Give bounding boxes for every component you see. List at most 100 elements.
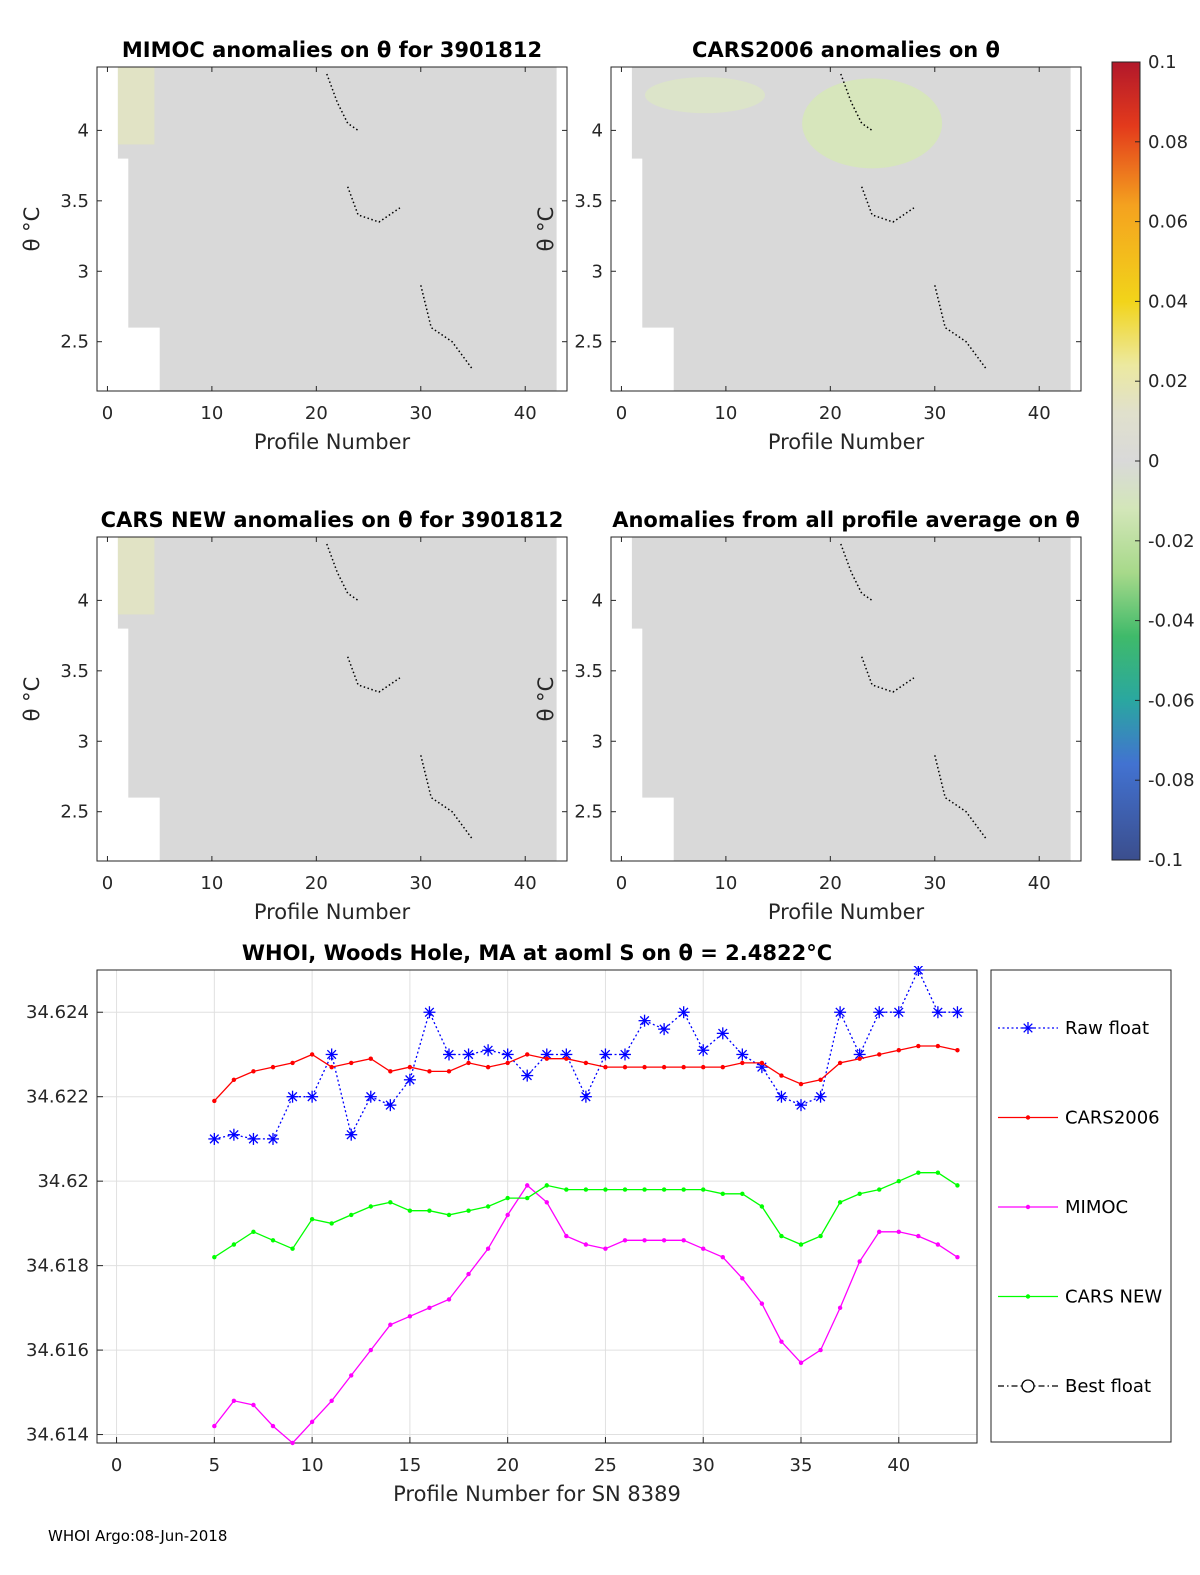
legend-marker — [1023, 1023, 1033, 1033]
series-point — [916, 1043, 921, 1049]
x-tick-label: 0 — [102, 403, 113, 424]
series-point — [309, 1419, 315, 1425]
y-tick-label: 2.5 — [60, 802, 89, 823]
series-point — [388, 1200, 393, 1205]
raw-float-point — [579, 1090, 592, 1103]
x-tick-label: 40 — [887, 1455, 910, 1476]
x-tick-label: 0 — [616, 873, 627, 894]
anomaly-field — [631, 537, 1071, 861]
series-point — [642, 1187, 647, 1192]
series-point — [290, 1440, 295, 1446]
series-point — [525, 1052, 530, 1057]
series-point — [798, 1081, 804, 1087]
x-tick-label: 5 — [209, 1455, 220, 1476]
series-point — [564, 1056, 569, 1061]
raw-float-point — [403, 1073, 416, 1086]
series-point — [564, 1233, 569, 1239]
raw-float-point — [599, 1048, 612, 1061]
y-tick-label: 3 — [78, 261, 89, 282]
series-point — [642, 1064, 647, 1070]
x-tick-label: 40 — [514, 873, 537, 894]
series-point — [837, 1200, 843, 1205]
x-tick-label: 30 — [409, 403, 432, 424]
series-point — [388, 1069, 393, 1074]
series-point — [251, 1229, 256, 1235]
x-tick-label: 10 — [200, 403, 223, 424]
raw-float-point — [540, 1048, 553, 1061]
series-point — [485, 1246, 491, 1251]
raw-float-point — [658, 1023, 671, 1036]
x-tick-label: 20 — [819, 873, 842, 894]
series-point — [329, 1221, 334, 1226]
heatmap-panel-3: 0 10 20 30 40 2.5 3 3.5 4 CARS NEW anomalies on θ… — [20, 508, 568, 924]
x-tick-label: 0 — [111, 1455, 122, 1476]
series-point — [955, 1048, 960, 1053]
series-point — [231, 1398, 237, 1403]
series-point — [916, 1170, 921, 1175]
series-point — [759, 1060, 765, 1066]
panel-title: Anomalies from all profile average on θ — [612, 508, 1080, 532]
series-point — [818, 1233, 823, 1239]
series-point — [759, 1301, 765, 1306]
series-point — [622, 1064, 628, 1070]
series-point — [935, 1242, 941, 1247]
series-point — [466, 1208, 471, 1213]
series-point — [583, 1187, 589, 1192]
legend-marker — [1025, 1204, 1031, 1210]
x-axis-label: Profile Number — [254, 900, 411, 924]
series-point — [212, 1254, 217, 1260]
series-point — [290, 1060, 295, 1066]
colorbar-tick-label: 0.1 — [1148, 52, 1177, 73]
series-group — [208, 966, 964, 1446]
series-point — [603, 1246, 608, 1251]
series-point — [407, 1314, 413, 1319]
colorbar-tick-label: 0.02 — [1148, 371, 1188, 392]
raw-float-point — [736, 1048, 749, 1061]
raw-float-point — [677, 1006, 690, 1019]
series-point — [251, 1402, 256, 1408]
contour-line — [346, 186, 401, 223]
colorbar: 0.1 0.08 0.06 0.04 0.02 0 -0.02 -0.04 -0.06 -0.08… — [1111, 52, 1195, 871]
x-axis-label: Profile Number — [768, 430, 925, 454]
colorbar-tick-label: 0.04 — [1148, 291, 1188, 312]
contour-line — [934, 755, 988, 841]
series-point — [740, 1191, 745, 1197]
raw-float-point — [482, 1044, 495, 1057]
series-point — [349, 1212, 354, 1218]
contour-line — [346, 656, 401, 693]
raw-float-point — [345, 1128, 358, 1141]
chart-title: WHOI, Woods Hole, MA at aoml S on θ = 2.… — [242, 941, 832, 965]
x-tick-label: 10 — [714, 873, 737, 894]
series-point — [270, 1423, 276, 1429]
x-tick-label: 35 — [790, 1455, 813, 1476]
y-tick-label: 3.5 — [574, 661, 603, 682]
series-point — [622, 1238, 628, 1243]
colorbar-tick-label: 0.06 — [1148, 212, 1188, 233]
raw-float-point — [325, 1048, 338, 1061]
raw-float-point — [795, 1099, 807, 1112]
positive-anomaly-patch — [645, 77, 765, 114]
y-tick-label: 3 — [592, 731, 603, 752]
plot-area — [97, 970, 977, 1443]
series-point — [349, 1060, 354, 1066]
raw-float-point — [931, 1006, 944, 1019]
heatmap-panel-2: 0 10 20 30 40 2.5 3 3.5 4 CARS2006 anomalies on θ… — [534, 38, 1082, 454]
footer-text: WHOI Argo:08-Jun-2018 — [48, 1527, 228, 1545]
raw-float-point — [521, 1069, 534, 1082]
x-tick-label: 0 — [616, 403, 627, 424]
legend-marker — [1025, 1294, 1031, 1299]
legend-label: CARS2006 — [1065, 1108, 1160, 1129]
raw-float-point — [443, 1048, 455, 1061]
x-tick-label: 10 — [714, 403, 737, 424]
colorbar-tick-label: -0.1 — [1148, 850, 1183, 871]
heatmap-panel-4: 0 10 20 30 40 2.5 3 3.5 4 Anomalies from all prof… — [534, 508, 1082, 924]
series-point — [661, 1238, 667, 1243]
series-point — [720, 1254, 725, 1260]
series-point — [740, 1276, 745, 1281]
x-tick-label: 40 — [1028, 873, 1051, 894]
x-tick-label: 30 — [409, 873, 432, 894]
x-axis-label: Profile Number — [768, 900, 925, 924]
series-point — [583, 1242, 589, 1247]
y-tick-label: 34.618 — [26, 1256, 89, 1277]
